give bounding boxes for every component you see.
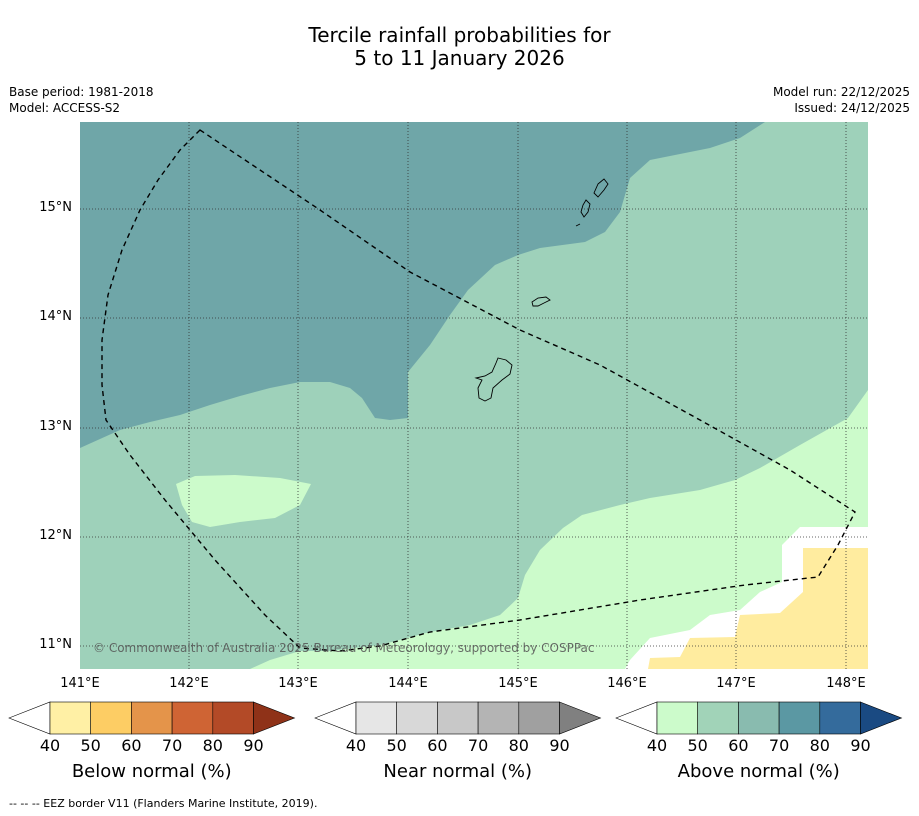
colorbar-below-tick: 70 xyxy=(161,736,183,755)
colorbar-above-tick: 80 xyxy=(809,736,830,755)
colorbar-below-segment xyxy=(49,701,92,735)
lon-label-145e: 145°E xyxy=(498,676,538,691)
field-above-60 xyxy=(80,122,765,448)
colorbar-below-tick: 50 xyxy=(80,736,101,755)
colorbar-near-min-extend xyxy=(314,701,357,735)
colorbar-below-max-extend xyxy=(253,701,296,735)
colorbar-above-tick: 70 xyxy=(768,736,790,755)
colorbar-near-segment xyxy=(437,701,479,735)
colorbar-below-segment xyxy=(131,701,173,735)
colorbar-below-tick: 90 xyxy=(243,736,264,755)
colorbar-below-segment xyxy=(90,701,132,735)
colorbar-near-segment xyxy=(477,701,520,735)
colorbar-near-segment xyxy=(355,701,398,735)
colorbar-near-tick: 70 xyxy=(467,736,489,755)
colorbar-near-tick: 60 xyxy=(427,736,448,755)
eez-footnote: -- -- -- EEZ border V11 (Flanders Marine… xyxy=(9,797,318,810)
lon-label-148e: 148°E xyxy=(826,676,866,691)
lat-label-13n: 13°N xyxy=(39,419,72,434)
colorbar-above-segment xyxy=(697,701,739,735)
colorbar-above-segment xyxy=(656,701,699,735)
colorbar-near-tick: 90 xyxy=(549,736,570,755)
colorbar-below-tick: 60 xyxy=(121,736,142,755)
colorbar-above-tick: 60 xyxy=(728,736,749,755)
colorbar-near-segment xyxy=(396,701,438,735)
lon-label-146e: 146°E xyxy=(607,676,647,691)
colorbar-below-min-extend xyxy=(8,701,51,735)
island-aguijan xyxy=(575,223,581,227)
issued-date: Issued: 24/12/2025 xyxy=(794,101,910,115)
colorbar-above-tick: 40 xyxy=(646,736,668,755)
lon-label-141e: 141°E xyxy=(60,676,100,691)
colorbar-above-segment xyxy=(819,701,861,735)
colorbar-above-min-extend xyxy=(615,701,658,735)
chart-title-line1: Tercile rainfall probabilities for xyxy=(308,23,611,47)
lon-label-144e: 144°E xyxy=(388,676,428,691)
colorbar-group xyxy=(8,701,903,735)
model-name: Model: ACCESS-S2 xyxy=(9,101,121,115)
meta-right: Model run: 22/12/2025 Issued: 24/12/2025 xyxy=(773,84,910,116)
colorbar-below-segment xyxy=(212,701,254,735)
lon-label-147e: 147°E xyxy=(716,676,756,691)
colorbar-above-max-extend xyxy=(860,701,903,735)
lon-label-142e: 142°E xyxy=(169,676,209,691)
gridlines xyxy=(80,122,868,669)
island-saipan xyxy=(593,178,609,198)
island-guam xyxy=(474,357,513,402)
lat-label-15n: 15°N xyxy=(39,200,72,215)
lat-label-11n: 11°N xyxy=(39,637,72,652)
colorbar-above xyxy=(615,701,903,735)
colorbar-above-segment xyxy=(778,701,821,735)
colorbar-above-title: Above normal (%) xyxy=(677,761,840,782)
model-run: Model run: 22/12/2025 xyxy=(772,85,910,99)
colorbar-below-tick: 80 xyxy=(202,736,223,755)
colorbar-near-segment xyxy=(518,701,560,735)
base-period: Base period: 1981-2018 xyxy=(9,85,154,99)
copyright-notice: © Commonwealth of Australia 2025 Bureau … xyxy=(93,641,595,655)
islands xyxy=(474,178,609,402)
field-above-40-east xyxy=(250,390,868,669)
meta-left: Base period: 1981-2018 Model: ACCESS-S2 xyxy=(9,84,154,116)
colorbar-near-tick: 40 xyxy=(345,736,367,755)
colorbar-near-title: Near normal (%) xyxy=(383,761,533,782)
lon-label-143e: 143°E xyxy=(278,676,318,691)
colorbar-near xyxy=(314,701,602,735)
colorbar-above-tick: 50 xyxy=(687,736,708,755)
colorbar-above-segment xyxy=(738,701,780,735)
chart-title-line2: 5 to 11 January 2026 xyxy=(354,46,565,70)
island-tinian xyxy=(580,199,591,218)
colorbar-below-tick: 40 xyxy=(39,736,61,755)
colorbar-below-segment xyxy=(171,701,214,735)
island-rota xyxy=(531,296,551,307)
colorbar-near-max-extend xyxy=(559,701,602,735)
lat-label-14n: 14°N xyxy=(39,309,72,324)
field-above-40-west xyxy=(176,475,311,527)
colorbar-near-tick: 50 xyxy=(386,736,407,755)
eez-border xyxy=(101,129,856,652)
colorbar-near-tick: 80 xyxy=(508,736,529,755)
lat-label-12n: 12°N xyxy=(39,528,72,543)
colorbar-below xyxy=(8,701,296,735)
colorbar-above-tick: 90 xyxy=(850,736,871,755)
probability-fields xyxy=(80,122,868,669)
colorbar-below-title: Below normal (%) xyxy=(71,761,232,782)
